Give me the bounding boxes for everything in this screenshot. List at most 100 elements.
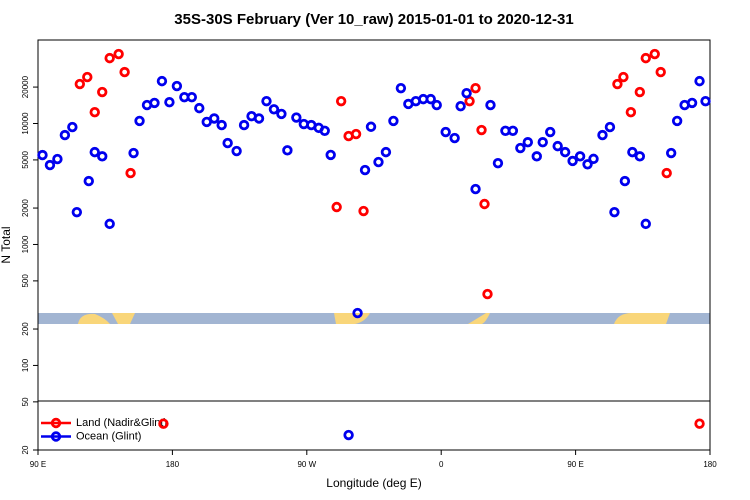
point	[319, 125, 330, 137]
point	[479, 198, 490, 210]
point	[640, 218, 651, 230]
point	[634, 151, 646, 162]
point	[67, 121, 78, 133]
point	[655, 66, 666, 78]
point	[350, 128, 362, 140]
x-tick-label: 180	[703, 460, 717, 469]
point	[492, 157, 504, 169]
legend: Land (Nadir&Glint)Ocean (Glint)	[41, 417, 167, 442]
point	[537, 137, 548, 148]
point	[186, 91, 198, 103]
point	[83, 175, 94, 187]
point	[482, 288, 493, 300]
point	[365, 121, 377, 132]
point	[449, 132, 460, 144]
point	[470, 82, 481, 94]
point	[291, 112, 302, 123]
point	[119, 66, 130, 78]
point	[216, 119, 227, 131]
point	[388, 115, 399, 127]
x-tick-label: 90 E	[567, 460, 583, 469]
chart-title: 35S-30S February (Ver 10_raw) 2015-01-01…	[174, 11, 573, 28]
point	[515, 142, 526, 154]
point	[37, 149, 48, 161]
point	[588, 153, 599, 165]
point	[89, 146, 100, 158]
point	[619, 175, 631, 187]
point	[476, 124, 487, 136]
point	[567, 155, 578, 167]
y-tick-label: 2000	[21, 199, 30, 217]
point	[618, 71, 629, 83]
point	[74, 78, 86, 90]
point	[352, 307, 363, 319]
point	[156, 75, 168, 87]
point	[52, 153, 63, 165]
point	[649, 48, 660, 60]
x-tick-label: 90 E	[30, 460, 46, 469]
point	[261, 95, 272, 107]
point	[134, 115, 145, 127]
point	[194, 102, 205, 114]
legend-marker	[50, 417, 62, 429]
x-tick-label: 90 W	[297, 460, 316, 469]
point	[545, 126, 556, 138]
y-tick-label: 50	[21, 397, 30, 406]
y-tick-label: 20000	[21, 75, 30, 98]
point	[128, 147, 139, 159]
point	[253, 113, 265, 124]
land-shape	[468, 313, 490, 324]
x-tick-label: 180	[166, 460, 180, 469]
point	[470, 183, 481, 195]
point	[640, 52, 651, 64]
ocean-strip	[38, 313, 710, 324]
point	[373, 156, 384, 168]
point	[440, 126, 451, 138]
point	[395, 82, 407, 94]
point	[97, 86, 108, 98]
legend-marker	[50, 431, 62, 442]
land-shape	[614, 313, 670, 324]
point	[634, 86, 646, 98]
point	[686, 97, 698, 109]
point	[104, 218, 115, 230]
point	[113, 48, 124, 60]
legend-label: Land (Nadir&Glint)	[76, 417, 167, 429]
point	[665, 147, 677, 159]
point	[335, 95, 347, 107]
point	[582, 159, 593, 170]
point	[552, 140, 563, 152]
point	[358, 205, 369, 217]
y-tick-label: 100	[21, 358, 30, 372]
point	[209, 113, 220, 124]
map-strip	[38, 313, 710, 324]
point	[661, 167, 672, 179]
point	[71, 206, 83, 218]
point	[694, 418, 705, 429]
point	[612, 78, 623, 90]
land-shape	[78, 313, 110, 324]
point	[331, 201, 342, 213]
point	[231, 145, 242, 157]
point	[104, 52, 115, 64]
point	[522, 137, 534, 148]
point	[455, 100, 466, 112]
point	[431, 99, 442, 111]
point	[343, 429, 354, 441]
y-tick-label: 200	[21, 322, 30, 336]
point	[222, 137, 233, 149]
point	[507, 125, 519, 137]
point	[149, 97, 160, 109]
point	[531, 151, 542, 162]
point	[461, 88, 472, 99]
point	[164, 96, 175, 108]
point	[97, 151, 108, 162]
point	[597, 129, 608, 141]
point	[282, 145, 293, 156]
y-axis-label: N Total	[0, 226, 13, 263]
land-shape	[112, 313, 135, 324]
point	[425, 93, 436, 105]
point	[485, 99, 496, 111]
point	[671, 115, 683, 127]
